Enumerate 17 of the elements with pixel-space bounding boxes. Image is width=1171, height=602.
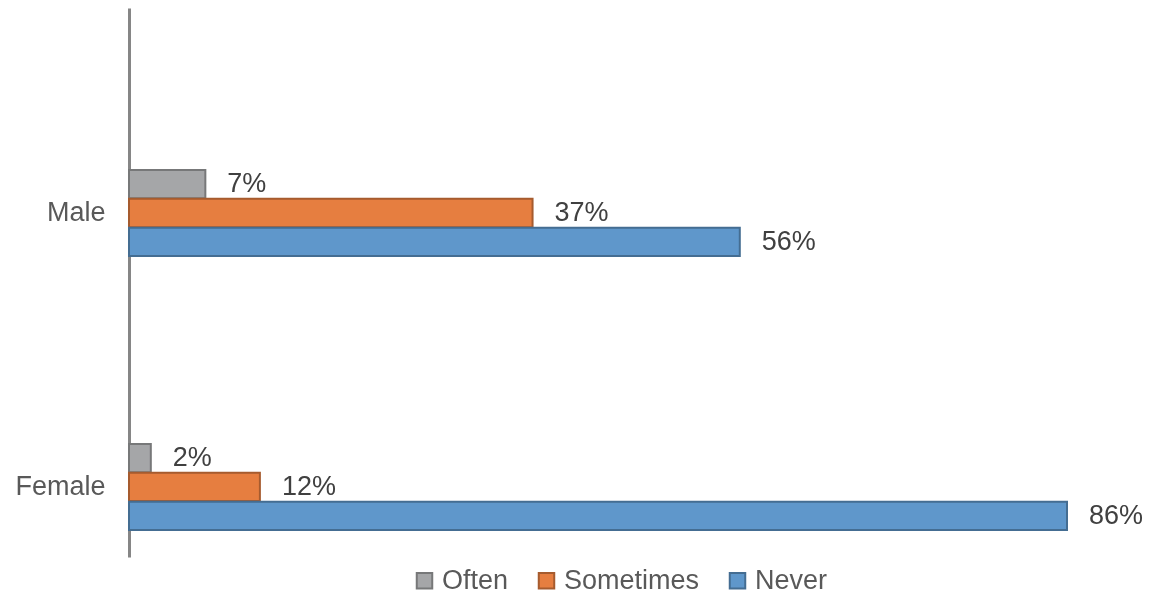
legend-label: Often — [442, 564, 509, 595]
bar — [128, 169, 207, 200]
y-tick-label: Female — [15, 470, 106, 501]
bar — [128, 226, 741, 258]
bar — [128, 471, 261, 503]
data-label: 12% — [281, 470, 336, 501]
legend-label: Never — [755, 564, 828, 595]
bar — [128, 197, 534, 229]
bar — [128, 500, 1068, 531]
data-label: 56% — [761, 225, 816, 256]
data-label: 7% — [227, 168, 267, 199]
data-label: 37% — [554, 197, 609, 228]
y-tick-label: Male — [46, 197, 106, 228]
data-label: 86% — [1089, 499, 1144, 530]
legend-label: Sometimes — [564, 564, 700, 595]
data-label: 2% — [172, 442, 212, 473]
bar — [128, 442, 152, 474]
